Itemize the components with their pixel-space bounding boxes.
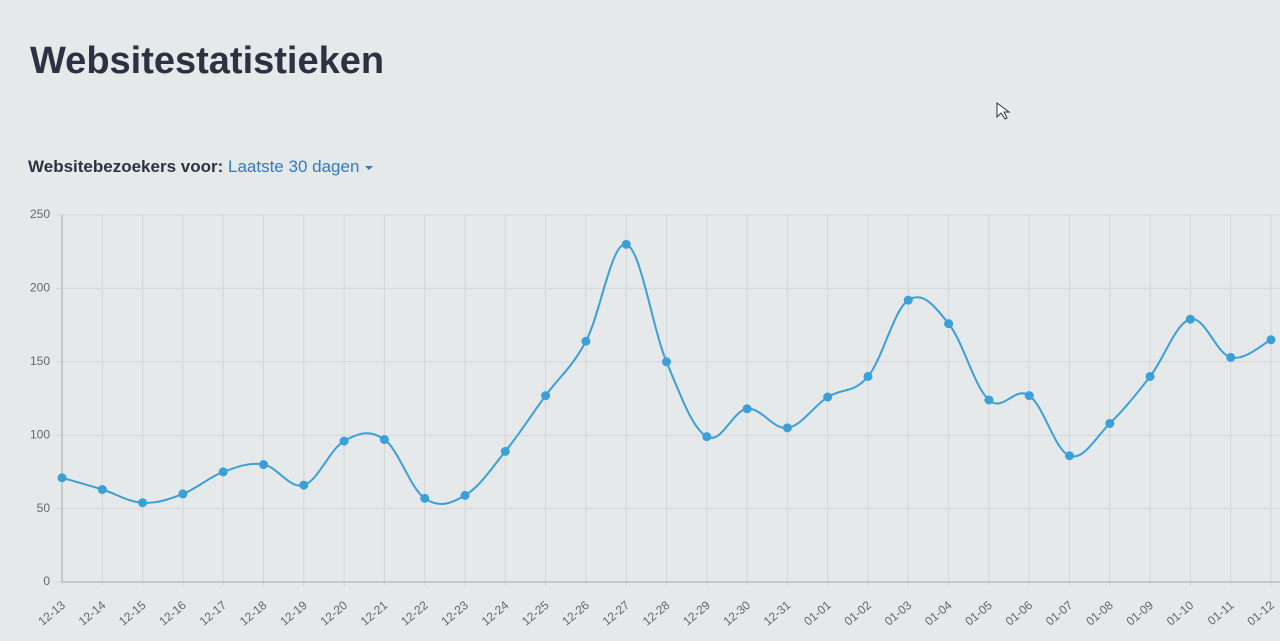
x-tick-label: 01-09 <box>1124 598 1157 629</box>
y-tick-label: 200 <box>30 281 50 295</box>
x-tick-label: 12-28 <box>640 598 673 629</box>
data-point <box>500 446 510 456</box>
x-tick-label: 12-19 <box>277 598 310 629</box>
data-point <box>1105 418 1115 428</box>
data-point <box>259 460 268 470</box>
y-tick-label: 0 <box>43 574 50 588</box>
x-tick-label: 12-29 <box>680 598 713 629</box>
data-point <box>702 432 712 442</box>
x-tick-label: 01-12 <box>1244 598 1277 629</box>
x-tick-label: 01-06 <box>1003 598 1036 629</box>
x-tick-label: 12-23 <box>438 598 471 629</box>
x-tick-label: 01-04 <box>922 598 955 629</box>
data-point <box>984 395 994 405</box>
data-point <box>823 392 833 402</box>
data-point <box>97 485 107 495</box>
data-point <box>903 295 913 305</box>
y-tick-label: 250 <box>30 207 50 221</box>
x-tick-label: 01-08 <box>1083 598 1116 629</box>
filter: Websitebezoekers voor: Laatste 30 dagen <box>28 157 374 177</box>
data-point <box>57 473 67 483</box>
x-tick-label: 12-21 <box>358 598 391 629</box>
filter-label: Websitebezoekers voor: <box>28 157 224 176</box>
cursor <box>996 102 1011 120</box>
data-point <box>1226 352 1236 362</box>
y-tick-label: 100 <box>30 427 50 441</box>
data-point <box>420 493 430 503</box>
x-tick-label: 12-31 <box>761 598 794 629</box>
x-tick-label: 01-02 <box>841 598 874 629</box>
x-tick-label: 12-26 <box>559 598 592 629</box>
y-tick-label: 50 <box>37 501 51 515</box>
filter-dropdown[interactable]: Laatste 30 dagen <box>228 157 360 176</box>
x-tick-label: 01-11 <box>1205 598 1237 628</box>
x-tick-label: 12-17 <box>197 598 230 629</box>
x-tick-label: 01-05 <box>962 598 995 629</box>
x-tick-label: 01-01 <box>801 598 834 629</box>
x-tick-label: 12-16 <box>156 598 189 629</box>
x-tick-label: 12-20 <box>318 598 351 629</box>
data-point <box>541 391 551 401</box>
x-tick-label: 12-27 <box>600 598 633 629</box>
data-point <box>218 467 228 477</box>
x-tick-label: 12-24 <box>479 598 512 629</box>
data-point <box>379 435 389 445</box>
data-point <box>1145 371 1155 381</box>
data-point <box>1024 391 1034 401</box>
data-point <box>944 319 954 329</box>
data-point <box>863 371 873 381</box>
x-tick-label: 12-18 <box>237 598 270 629</box>
x-tick-label: 12-22 <box>398 598 431 629</box>
page-title: Websitestatistieken <box>30 40 385 82</box>
data-point <box>460 490 470 500</box>
x-tick-label: 12-15 <box>116 598 149 629</box>
x-tick-label: 01-10 <box>1164 598 1197 629</box>
dropdown-caret[interactable] <box>364 164 374 172</box>
y-tick-label: 150 <box>30 354 50 368</box>
data-point <box>339 436 349 446</box>
x-tick-label: 01-07 <box>1043 598 1076 629</box>
data-point <box>1065 451 1074 461</box>
data-point <box>662 357 671 367</box>
data-point <box>1185 314 1195 324</box>
data-point <box>621 239 631 249</box>
x-tick-label: 12-14 <box>76 598 109 629</box>
data-point <box>782 423 792 433</box>
x-tick-label: 12-30 <box>721 598 754 629</box>
data-point <box>299 480 309 490</box>
x-tick-label: 01-03 <box>882 598 915 629</box>
x-tick-label: 12-25 <box>519 598 552 629</box>
x-tick-label: 12-13 <box>35 598 68 629</box>
data-point <box>742 404 752 414</box>
data-point <box>581 336 591 346</box>
data-point <box>178 489 188 499</box>
data-point <box>138 498 148 508</box>
data-point <box>1266 335 1276 345</box>
